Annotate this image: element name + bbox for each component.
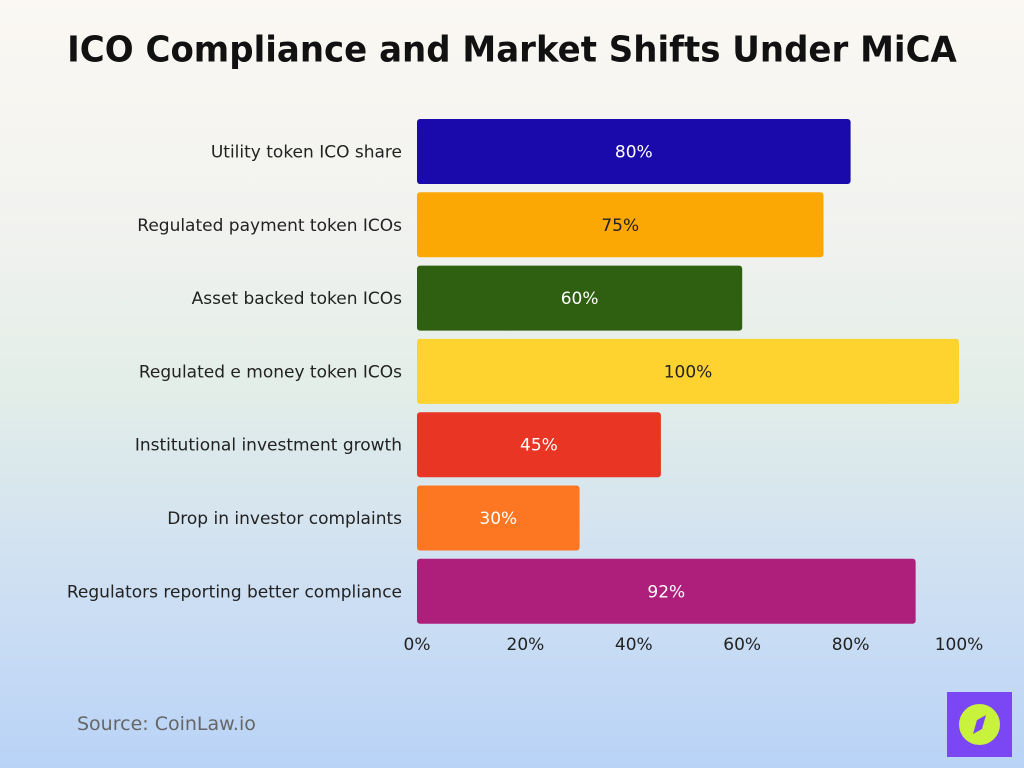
category-label: Regulated payment token ICOs [137, 216, 402, 236]
data-label: 92% [647, 582, 685, 602]
bar [417, 558, 916, 624]
data-label: 60% [561, 289, 599, 309]
category-label: Utility token ICO share [211, 143, 402, 163]
category-label: Regulated e money token ICOs [139, 362, 402, 382]
bar [417, 412, 661, 478]
coinlaw-logo [947, 692, 1012, 757]
x-tick-label: 60% [723, 635, 761, 655]
data-label: 100% [664, 362, 713, 382]
x-tick-label: 80% [832, 635, 870, 655]
x-tick-label: 100% [935, 635, 984, 655]
data-label: 30% [479, 509, 517, 529]
category-label: Drop in investor complaints [167, 509, 402, 529]
data-label: 80% [615, 143, 653, 163]
bar [417, 119, 851, 184]
source-note: Source: CoinLaw.io [77, 713, 256, 735]
data-label: 45% [520, 436, 558, 456]
bar [417, 485, 580, 551]
x-tick-label: 40% [615, 635, 653, 655]
bar [417, 192, 824, 258]
x-tick-label: 20% [507, 635, 545, 655]
data-label: 75% [601, 216, 639, 236]
category-label: Institutional investment growth [135, 436, 402, 456]
bar [417, 338, 959, 404]
bar [417, 265, 743, 331]
category-label: Regulators reporting better compliance [67, 582, 402, 602]
compass-icon [959, 704, 1000, 745]
category-label: Asset backed token ICOs [192, 289, 403, 309]
chart-title: ICO Compliance and Market Shifts Under M… [67, 29, 957, 71]
x-tick-label: 0% [404, 635, 431, 655]
